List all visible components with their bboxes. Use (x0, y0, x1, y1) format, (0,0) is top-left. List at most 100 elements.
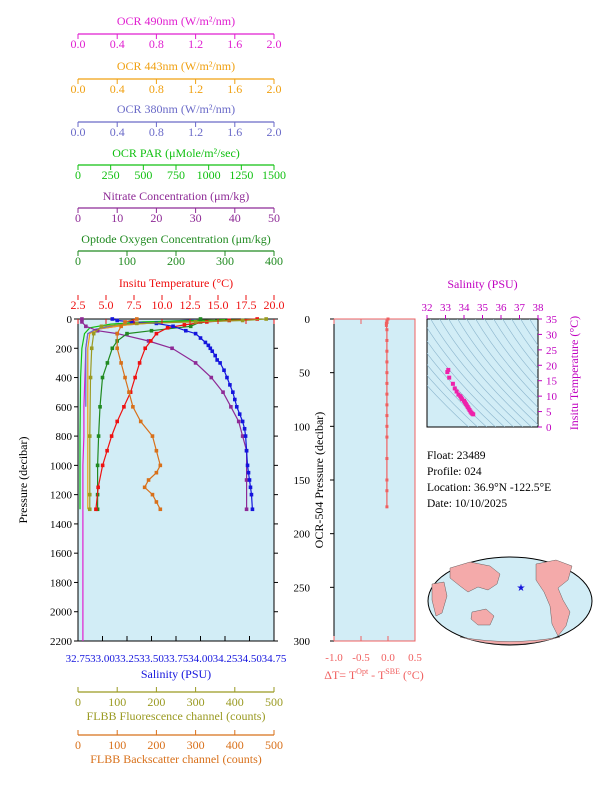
nitrate-point (221, 390, 225, 394)
ts-y-tick-label: 30 (546, 329, 558, 341)
map-land-australia (470, 608, 495, 626)
density-contour (529, 319, 538, 333)
nitrate-point (146, 339, 151, 343)
bback-point (119, 361, 123, 365)
nitrate-profile-line (81, 319, 248, 510)
map-land-asia (449, 561, 501, 593)
bback-point (142, 485, 147, 490)
density-contour (448, 319, 538, 426)
delta-t-point (385, 414, 389, 418)
density-contour (427, 374, 478, 427)
sal-tick-label: 34.00 (188, 653, 213, 665)
fluor-point (87, 434, 92, 438)
delta-t-point (385, 349, 389, 353)
delta-t-point (386, 317, 390, 321)
delta-t-x-tick-label: 0.0 (381, 652, 395, 664)
nitrate-point (80, 317, 84, 321)
sal-tick-label: 33.25 (115, 653, 140, 665)
sal-tick-label: 34.50 (237, 653, 262, 665)
fluor-point (193, 320, 198, 324)
fluor-point (88, 375, 93, 380)
density-contour (439, 319, 532, 427)
temp-tick-label: 5.0 (99, 298, 114, 312)
delta-t-y-tick-label: 250 (294, 582, 311, 594)
sal-axis-label: Salinity (PSU) (141, 667, 211, 681)
density-contour (427, 327, 514, 427)
temp-point (122, 405, 126, 409)
fluor-point (89, 346, 94, 351)
sal-tick-label: 34.25 (213, 653, 238, 665)
sal-point (198, 336, 203, 340)
top-axes: 0.0 0.4 0.8 1.2 1.6 2.0 OCR 490nm (W/m²/nm) 0.0… (71, 14, 286, 324)
sal-point (242, 426, 247, 431)
ts-y-tick-label: 15 (546, 376, 558, 388)
sal-point (115, 318, 119, 323)
temp-tick-label: 15.0 (208, 298, 229, 312)
main-profile-panel: 0 200 400 600 800 1000 1200 1400 1600 1800 2000 220… (16, 314, 278, 648)
bback-point (123, 375, 127, 380)
density-contour (475, 319, 538, 399)
delta-t-label-part: ΔT= T (324, 668, 357, 682)
bottom-axes: 32.75 33.00 33.25 33.50 33.75 34.00 34.25 34.50… (66, 636, 287, 766)
float-id: Float: 23489 (427, 450, 486, 462)
oxygen-point (198, 317, 203, 321)
delta-t-point (385, 435, 389, 439)
oxygen-point (96, 434, 101, 438)
oxygen-point (125, 331, 129, 336)
density-contour (493, 319, 538, 380)
sal-point (243, 434, 248, 438)
ocr443-tick-label: 0.8 (149, 82, 164, 96)
par-tick-label: 750 (167, 168, 185, 182)
delta-t-point (385, 319, 389, 323)
sal-point (193, 331, 198, 336)
temp-tick-label: 17.5 (236, 298, 257, 312)
pressure-tick-label: 1000 (50, 460, 73, 472)
oxygen-point (98, 405, 102, 409)
ocr443-tick-label: 1.2 (188, 82, 203, 96)
nitrate-point (244, 507, 249, 512)
ts-x-tick-label: 37 (514, 302, 526, 314)
sal-point (210, 349, 215, 353)
delta-t-point (384, 321, 388, 325)
sal-point (245, 463, 250, 468)
nitrate-tick-label: 30 (190, 211, 202, 225)
temp-point (115, 419, 119, 424)
temp-tick-label: 10.0 (152, 298, 173, 312)
fluor-tick-label: 400 (226, 695, 244, 709)
temp-point (109, 434, 114, 438)
bback-point (150, 434, 155, 438)
sal-point (249, 492, 254, 497)
oxygen-axis-label: Optode Oxygen Concentration (μm/kg) (81, 232, 270, 246)
ts-x-tick-label: 34 (459, 302, 471, 314)
float-info: Float: 23489 Profile: 024 Location: 36.9… (427, 450, 551, 510)
bback-point (115, 331, 119, 336)
fluor-point (240, 318, 245, 323)
fluor-point (99, 324, 104, 329)
temp-point (143, 346, 147, 351)
fluor-point (87, 492, 92, 497)
pressure-tick-label: 1400 (50, 519, 73, 531)
oxygen-point (100, 375, 105, 380)
bback-point (146, 478, 151, 482)
temp-tick-label: 2.5 (71, 298, 86, 312)
pressure-tick-label: 600 (56, 402, 73, 414)
bback-point (154, 500, 159, 504)
temp-point (94, 507, 98, 512)
temp-profile-line (95, 318, 258, 510)
world-map: ★ (427, 556, 593, 646)
oxygen-tick-label: 0 (75, 254, 81, 268)
delta-t-plot-area (333, 318, 416, 642)
delta-t-y-tick-label: 300 (294, 636, 311, 648)
ts-x-tick-label: 32 (422, 302, 433, 314)
ts-point (445, 370, 450, 375)
sal-point (237, 412, 242, 416)
delta-t-label-part: - T (368, 668, 386, 682)
density-contour (430, 319, 523, 427)
sal-point (228, 383, 232, 387)
temp-point (149, 339, 153, 343)
delta-t-y-tick-label: 100 (294, 421, 311, 433)
delta-t-y-axis-label: OCR-504 Pressure (decibar) (312, 412, 326, 549)
sal-point (184, 328, 188, 333)
pressure-tick-label: 2000 (50, 607, 73, 619)
